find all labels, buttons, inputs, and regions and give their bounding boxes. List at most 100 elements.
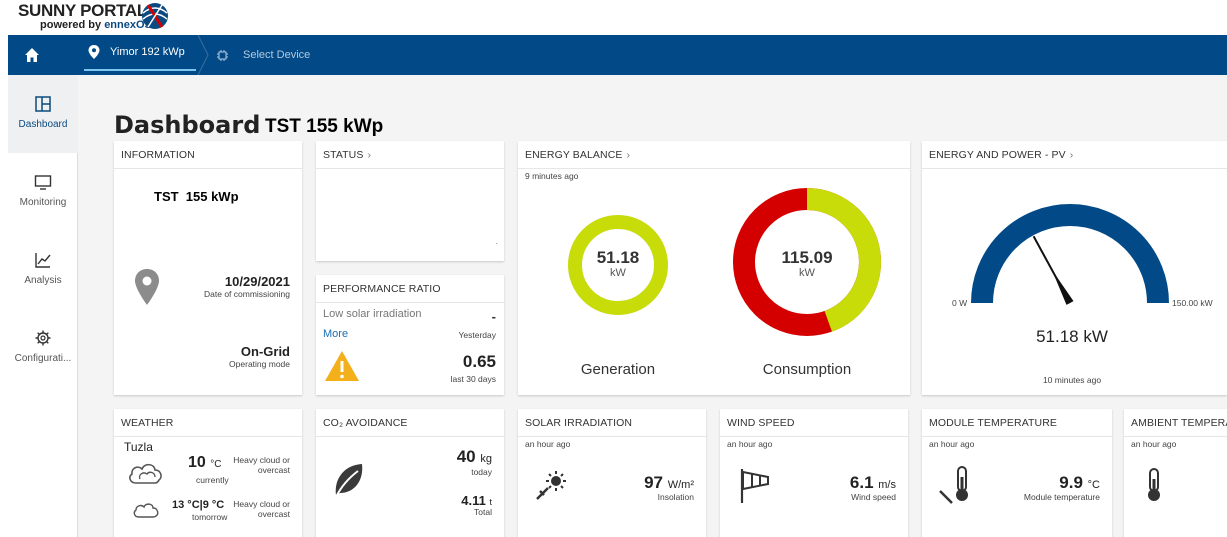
card-title: ENERGY BALANCE › — [518, 141, 910, 169]
information-card: INFORMATION TST 155 kWp 10/29/2021 Date … — [114, 141, 302, 395]
gear-icon — [35, 330, 51, 346]
wind-value-row: 6.1 m/s — [850, 473, 896, 493]
yesterday-value: - — [491, 309, 496, 324]
generation-donut — [568, 215, 668, 315]
chevron-right-icon: › — [626, 149, 631, 161]
tomorrow-temp: 13 °C|9 °C — [172, 499, 225, 511]
card-title: SOLAR IRRADIATION — [518, 409, 706, 437]
generation-label: Generation — [580, 361, 656, 378]
sidebar-item-label: Configurati... — [14, 353, 72, 364]
sidebar-item-analysis[interactable]: Analysis — [8, 231, 78, 309]
breadcrumb-device[interactable]: Select Device — [216, 35, 310, 75]
dashboard-icon — [35, 96, 51, 112]
operating-mode: On-Grid — [240, 344, 290, 359]
generation-value: 51.18 — [596, 248, 640, 267]
home-icon[interactable] — [22, 45, 42, 65]
plant-name: TST 155 kWp — [154, 189, 239, 204]
module-temp-value: 9.9 — [1059, 473, 1083, 492]
cloud-icon — [133, 503, 159, 518]
status-mark: . — [495, 236, 498, 246]
solar-value-row: 97 W/m² — [644, 473, 694, 493]
sidebar-item-label: Analysis — [24, 275, 62, 286]
generation-unit: kW — [610, 267, 626, 279]
ambient-temp-ago: an hour ago — [1131, 439, 1177, 449]
chevron-right-icon: › — [1069, 149, 1074, 161]
brand-subtitle: powered by ennexOS — [40, 19, 152, 31]
weather-card: WEATHER Tuzla 10 °C currently Heavy clou… — [114, 409, 302, 537]
consumption-label: Consumption — [762, 361, 852, 378]
module-temp-label: Module temperature — [1023, 492, 1100, 502]
tomorrow-label: tomorrow — [192, 512, 228, 522]
page-subtitle: TST 155 kWp — [265, 116, 384, 137]
ratio-value: 0.65 — [462, 352, 496, 371]
leaf-icon — [335, 464, 363, 498]
sidebar-item-dashboard[interactable]: Dashboard — [8, 75, 78, 153]
commission-date: 10/29/2021 — [224, 274, 290, 289]
globe-logo-icon — [142, 3, 168, 29]
top-header: SUNNY PORTAL powered by ennexOS — [0, 0, 1227, 35]
ambient-temperature-card: AMBIENT TEMPERAT an hour ago — [1124, 409, 1227, 537]
sun-irradiation-icon — [536, 471, 566, 500]
card-title: WEATHER — [114, 409, 302, 437]
module-temp-unit: °C — [1087, 479, 1100, 491]
line-chart-icon — [35, 253, 51, 268]
co2-today: 40 kg — [457, 447, 492, 467]
energy-balance-card[interactable]: ENERGY BALANCE › 9 minutes ago 51.18 kW G… — [518, 141, 910, 395]
monitor-icon — [34, 175, 52, 190]
brand[interactable]: SUNNY PORTAL powered by ennexOS — [18, 2, 152, 31]
energy-balance-title: ENERGY BALANCE — [525, 149, 623, 161]
current-desc-2: overcast — [257, 465, 290, 475]
gauge-min-label: 0 W — [952, 298, 968, 308]
card-title: CO₂ AVOIDANCE — [316, 409, 504, 437]
performance-message: Low solar irradiation — [323, 308, 422, 320]
power-gauge — [971, 204, 1169, 305]
gauge-arc — [971, 204, 1169, 304]
ratio-label: last 30 days — [450, 374, 496, 384]
co2-total-value: 4.11 — [461, 493, 486, 508]
commission-label: Date of commissioning — [204, 289, 290, 299]
wind-ago: an hour ago — [727, 439, 773, 449]
brand-title: SUNNY PORTAL — [18, 1, 147, 20]
wind-label: Wind speed — [851, 492, 896, 502]
co2-today-label: today — [471, 467, 492, 477]
breadcrumb-plant-label: Yimor 192 kWp — [110, 46, 185, 58]
solar-value: 97 — [644, 473, 663, 492]
gauge-max-label: 150.00 kW — [1172, 298, 1213, 308]
wind-value: 6.1 — [849, 473, 874, 492]
brand-sub-prefix: powered by — [40, 19, 105, 31]
sidebar-item-monitoring[interactable]: Monitoring — [8, 153, 78, 231]
tomorrow-desc-2: overcast — [257, 509, 290, 519]
sidebar-item-label: Monitoring — [19, 197, 67, 208]
card-title: MODULE TEMPERATURE — [922, 409, 1112, 437]
page-title: Dashboard — [114, 111, 261, 139]
consumption-value: 115.09 — [781, 248, 833, 267]
co2-total: 4.11 t — [461, 493, 492, 508]
status-title: STATUS — [323, 149, 364, 161]
operating-mode-label: Operating mode — [229, 359, 290, 369]
breadcrumb-separator-icon — [197, 35, 209, 75]
module-temperature-card: MODULE TEMPERATURE an hour ago 9.9 °C Mo… — [922, 409, 1112, 537]
main-content: Dashboard TST 155 kWp INFORMATION TST 15… — [78, 75, 1227, 537]
warning-icon — [325, 351, 359, 381]
more-link[interactable]: More — [323, 328, 349, 340]
card-title: ENERGY AND POWER - PV › — [922, 141, 1227, 169]
tomorrow-desc-1: Heavy cloud or — [233, 499, 290, 509]
co2-today-value: 40 — [456, 447, 476, 466]
module-temp-ago: an hour ago — [929, 439, 975, 449]
energy-power-title: ENERGY AND POWER - PV — [929, 149, 1066, 161]
nav-bar: Yimor 192 kWp Select Device — [8, 35, 1227, 75]
consumption-donut — [733, 188, 881, 336]
card-title: INFORMATION — [114, 141, 302, 169]
brand-sub-name: ennexOS — [104, 19, 152, 31]
location-pin-icon — [135, 269, 159, 305]
status-card[interactable]: STATUS › . — [316, 141, 504, 261]
sidebar-item-configuration[interactable]: Configurati... — [8, 309, 78, 387]
module-temp-value-row: 9.9 °C — [1059, 473, 1100, 493]
module-thermometer-icon — [939, 466, 968, 504]
gauge-ago: 10 minutes ago — [1042, 375, 1102, 385]
energy-power-card[interactable]: ENERGY AND POWER - PV › 0 W 150.00 kW 51.… — [922, 141, 1227, 395]
solar-irradiation-card: SOLAR IRRADIATION an hour ago 97 W/m² In… — [518, 409, 706, 537]
breadcrumb-plant[interactable]: Yimor 192 kWp — [84, 35, 196, 71]
generation-ring — [568, 215, 668, 315]
solar-unit: W/m² — [667, 479, 694, 491]
